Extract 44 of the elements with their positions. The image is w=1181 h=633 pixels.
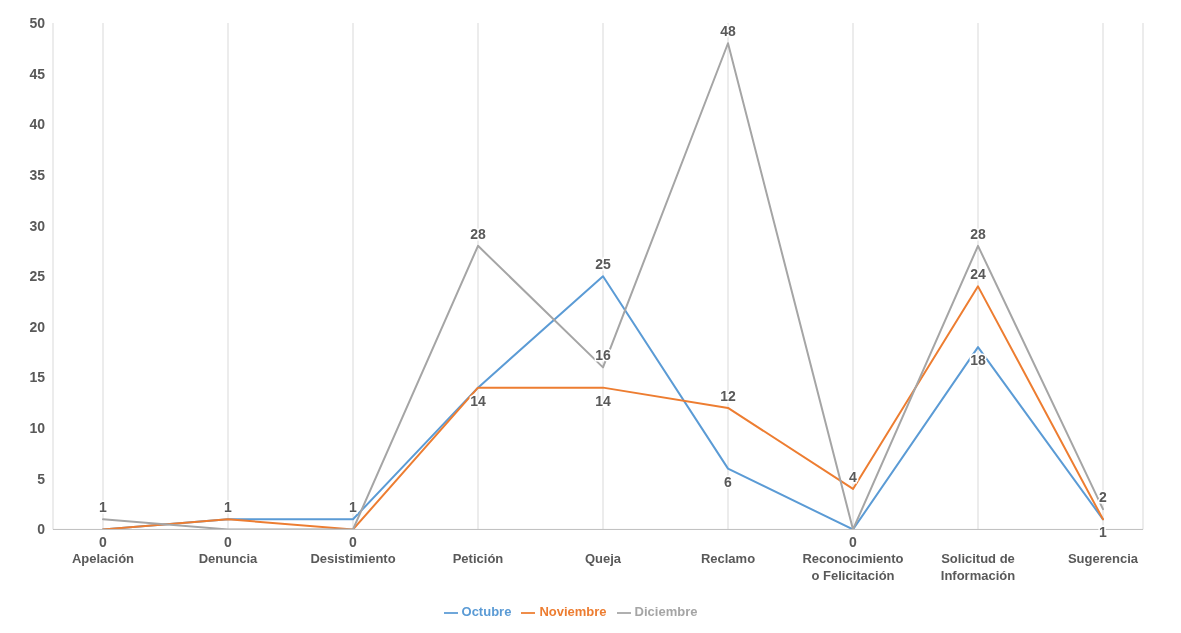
data-label: 18 (970, 352, 986, 369)
legend-label: Octubre (461, 604, 512, 620)
data-label: 0 (99, 534, 108, 551)
x-tick-label: Apelación (71, 551, 135, 567)
data-label: 48 (720, 23, 736, 40)
y-tick-label: 30 (29, 217, 46, 234)
data-label: 14 (470, 392, 486, 409)
data-label: 2 (1099, 489, 1108, 506)
data-label: 16 (595, 347, 611, 364)
y-tick-label: 40 (29, 116, 46, 133)
data-label: 6 (724, 473, 733, 490)
y-tick-label: 15 (29, 369, 46, 386)
x-tick-label: Sugerencia (1067, 551, 1139, 567)
data-label: 1 (349, 499, 358, 516)
y-tick-label: 5 (37, 470, 46, 487)
y-tick-label: 50 (29, 14, 46, 31)
data-label: 1 (224, 499, 233, 516)
data-label: 4 (849, 468, 858, 485)
data-label: 1 (99, 499, 108, 516)
y-tick-label: 45 (29, 65, 46, 82)
x-tick-label: Reclamo (700, 551, 756, 567)
x-tick-label: Solicitud de Información (940, 551, 1016, 584)
x-tick-label: Petición (452, 551, 504, 567)
legend-label: Diciembre (634, 604, 698, 620)
y-tick-label: 25 (29, 268, 46, 285)
data-label: 0 (224, 534, 233, 551)
data-label: 24 (970, 266, 986, 283)
data-label: 28 (470, 225, 486, 242)
x-tick-label: Desistimiento (310, 551, 396, 567)
data-label: 0 (349, 534, 358, 551)
data-label: 14 (595, 392, 611, 409)
data-label: 12 (720, 387, 736, 404)
x-tick-label: Reconocimiento o Felicitación (802, 551, 904, 584)
y-tick-label: 0 (37, 521, 46, 538)
y-tick-label: 10 (29, 420, 46, 437)
y-tick-label: 20 (29, 318, 46, 335)
y-tick-label: 35 (29, 166, 46, 183)
data-label: 25 (595, 256, 611, 273)
x-tick-label: Queja (584, 551, 622, 567)
data-label: 0 (849, 534, 858, 551)
x-tick-label: Denuncia (198, 551, 259, 567)
data-label: 28 (970, 225, 986, 242)
data-label: 1 (1099, 524, 1108, 541)
legend-label: Noviembre (539, 604, 607, 620)
